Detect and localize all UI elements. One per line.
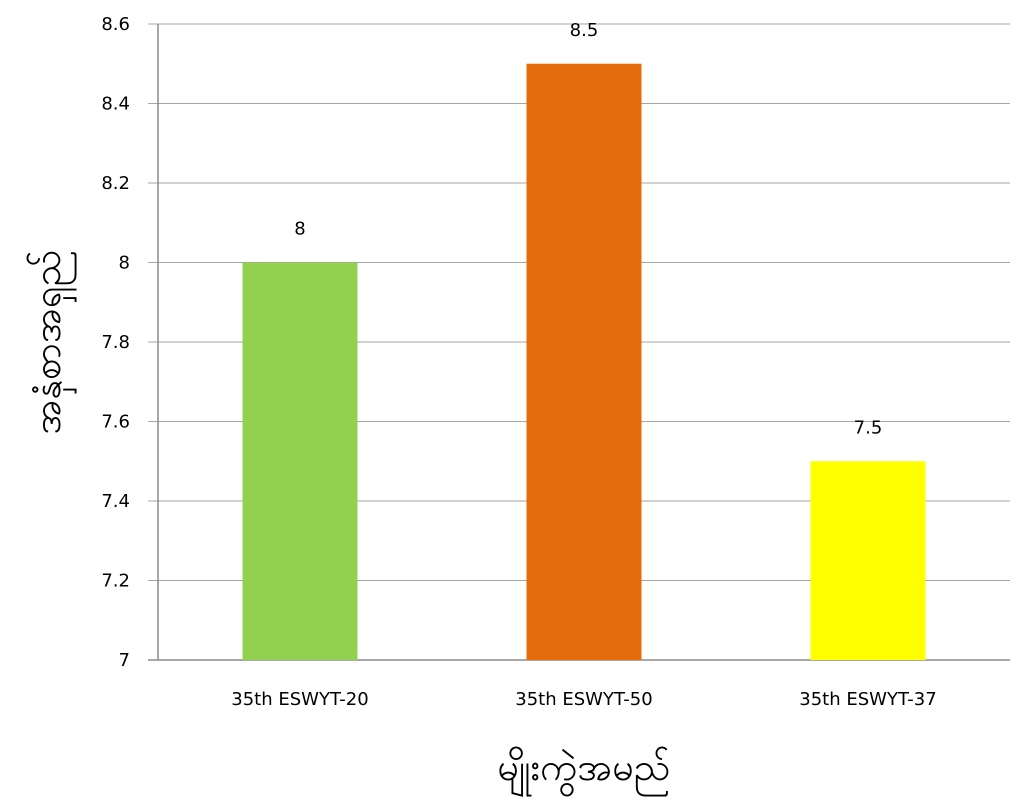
y-tick-label: 7.6 bbox=[101, 412, 130, 433]
data-label: 7.5 bbox=[854, 417, 883, 438]
bar bbox=[526, 63, 642, 660]
x-category-labels: 35th ESWYT-20 35th ESWYT-50 35th ESWYT-37 bbox=[231, 689, 936, 710]
y-tick-label: 8.2 bbox=[101, 173, 130, 194]
x-axis-title: မျိုးကွဲအမည် bbox=[497, 745, 670, 797]
bar bbox=[242, 262, 358, 660]
y-tick-label: 8.4 bbox=[101, 94, 130, 115]
data-labels: 8 8.5 7.5 bbox=[294, 20, 882, 439]
y-tick-label: 8 bbox=[119, 253, 130, 274]
y-tick-label: 7 bbox=[119, 650, 130, 671]
category-label: 35th ESWYT-50 bbox=[515, 689, 652, 710]
y-axis-title: အနှံစာအရှည် bbox=[25, 250, 77, 435]
category-label: 35th ESWYT-20 bbox=[231, 689, 368, 710]
data-label: 8 bbox=[294, 219, 305, 240]
category-label: 35th ESWYT-37 bbox=[799, 689, 936, 710]
y-tick-label: 7.2 bbox=[101, 571, 130, 592]
bar bbox=[810, 461, 926, 660]
y-tick-label: 7.8 bbox=[101, 332, 130, 353]
y-tick-label: 8.6 bbox=[101, 14, 130, 35]
bars bbox=[242, 63, 926, 660]
y-tick-labels: 7 7.2 7.4 7.6 7.8 8 8.2 8.4 8.6 bbox=[101, 14, 130, 671]
data-label: 8.5 bbox=[570, 20, 599, 41]
y-tick-label: 7.4 bbox=[101, 491, 130, 512]
